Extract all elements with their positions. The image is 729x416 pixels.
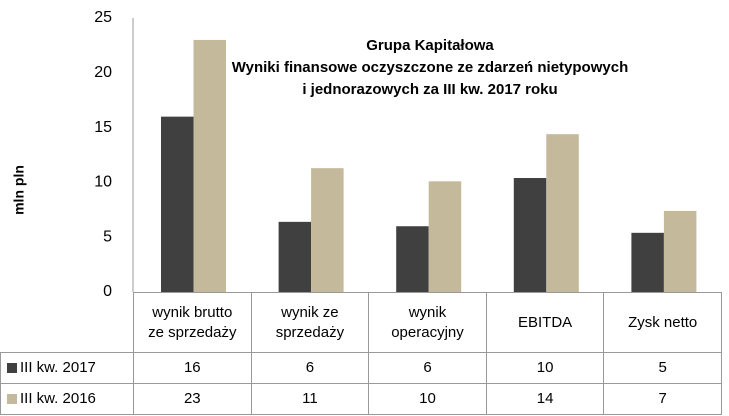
value-label-text: 16 bbox=[183, 359, 201, 377]
bar bbox=[428, 181, 462, 292]
chart-title: i jednorazowych za III kw. 2017 roku bbox=[302, 81, 557, 98]
legend-entry: III kw. 2017 bbox=[0, 352, 134, 384]
value-label: 23 bbox=[133, 383, 252, 415]
category-label: Zysk netto bbox=[603, 292, 722, 353]
y-tick-label: 0 bbox=[103, 283, 112, 300]
value-label-text: 14 bbox=[536, 390, 554, 408]
value-label-text: 7 bbox=[658, 390, 667, 408]
value-label: 16 bbox=[133, 352, 252, 384]
value-label: 11 bbox=[250, 383, 370, 415]
legend-swatch bbox=[7, 363, 17, 373]
chart-title: Wyniki finansowe oczyszczone ze zdarzeń … bbox=[232, 59, 629, 76]
value-label: 10 bbox=[485, 352, 605, 384]
value-label-text: 10 bbox=[536, 359, 554, 377]
value-label: 10 bbox=[368, 383, 487, 415]
bar bbox=[311, 168, 344, 292]
value-label: 14 bbox=[485, 383, 605, 415]
bar bbox=[546, 134, 579, 292]
value-label-text: 11 bbox=[302, 390, 318, 408]
category-label-text: EBITDA bbox=[518, 313, 573, 331]
legend-swatch bbox=[7, 394, 17, 404]
bar bbox=[631, 232, 664, 292]
category-label-text: Zysk netto bbox=[628, 313, 698, 331]
y-axis-label: mln pln bbox=[11, 165, 27, 215]
y-tick-label: 10 bbox=[94, 174, 112, 191]
value-label: 5 bbox=[603, 352, 722, 384]
y-tick-label: 20 bbox=[94, 64, 112, 81]
value-label: 6 bbox=[250, 352, 370, 384]
category-label: wynik operacyjny bbox=[368, 292, 487, 353]
chart-title: Grupa Kapitałowa bbox=[366, 37, 494, 54]
category-label-text: wynik ze sprzedaży bbox=[275, 304, 345, 341]
y-tick-label: 15 bbox=[94, 119, 112, 136]
category-label: wynik ze sprzedaży bbox=[250, 292, 370, 353]
category-label: EBITDA bbox=[485, 292, 605, 353]
bar bbox=[513, 178, 547, 292]
bar bbox=[396, 226, 429, 292]
y-tick-label: 5 bbox=[103, 228, 112, 245]
category-label: wynik brutto ze sprzedaży bbox=[133, 292, 252, 353]
value-label: 6 bbox=[368, 352, 487, 384]
legend-entry: III kw. 2016 bbox=[0, 383, 134, 415]
value-label-text: 5 bbox=[658, 359, 667, 377]
value-label-text: 6 bbox=[305, 359, 315, 377]
value-label: 7 bbox=[603, 383, 722, 415]
bar bbox=[193, 39, 226, 292]
legend-label: III kw. 2017 bbox=[20, 359, 96, 377]
bar bbox=[663, 210, 697, 292]
bar bbox=[278, 221, 312, 292]
category-label-text: wynik brutto ze sprzedaży bbox=[148, 304, 237, 341]
value-label-text: 10 bbox=[419, 390, 436, 408]
legend-label: III kw. 2016 bbox=[20, 390, 96, 408]
value-label-text: 6 bbox=[423, 359, 432, 377]
value-label-text: 23 bbox=[183, 390, 201, 408]
bar bbox=[161, 116, 194, 292]
y-tick-label: 25 bbox=[94, 9, 112, 26]
category-label-text: wynik operacyjny bbox=[391, 304, 464, 341]
